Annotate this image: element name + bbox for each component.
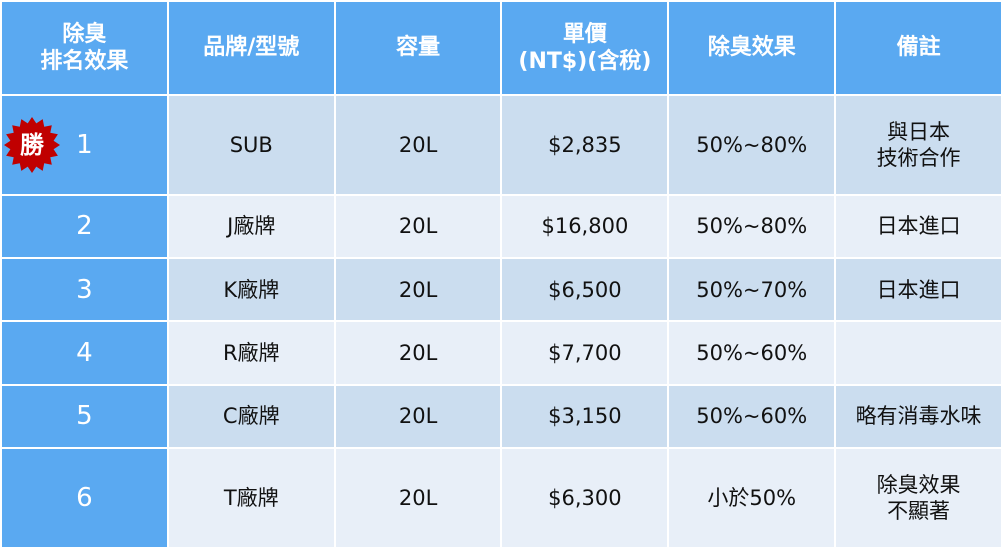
rank-number: 1 <box>76 129 93 160</box>
capacity-cell: 20L <box>333 94 503 196</box>
rank-number: 6 <box>76 482 93 513</box>
price-cell: $6,500 <box>500 257 670 323</box>
note-cell: 除臭效果 不顯著 <box>834 447 1003 549</box>
table-row: 勝 1 SUB 20L $2,835 50%~80% 與日本 技術合作 <box>0 94 1003 196</box>
effect-cell: 50%~80% <box>667 94 837 196</box>
brand-cell: R廠牌 <box>166 320 336 386</box>
header-brand: 品牌/型號 <box>166 0 336 96</box>
table-row: 5 C廠牌 20L $3,150 50%~60% 略有消毒水味 <box>0 383 1003 450</box>
price-cell: $16,800 <box>500 193 670 260</box>
note-cell <box>834 320 1003 386</box>
rank-number: 5 <box>76 401 93 432</box>
effect-cell: 50%~70% <box>667 257 837 323</box>
effect-cell: 小於50% <box>667 447 837 549</box>
capacity-cell: 20L <box>333 447 503 549</box>
effect-cell: 50%~80% <box>667 193 837 260</box>
effect-cell: 50%~60% <box>667 383 837 450</box>
header-row: 除臭 排名效果 品牌/型號 容量 單價 (NT$)(含稅) 除臭效果 備註 <box>0 0 1003 96</box>
table-row: 6 T廠牌 20L $6,300 小於50% 除臭效果 不顯著 <box>0 447 1003 549</box>
capacity-cell: 20L <box>333 257 503 323</box>
rank-cell: 5 <box>0 383 169 450</box>
note-cell: 略有消毒水味 <box>834 383 1003 450</box>
rank-number: 4 <box>76 337 93 368</box>
price-cell: $2,835 <box>500 94 670 196</box>
winner-badge-icon: 勝 <box>4 116 60 173</box>
rank-cell: 2 <box>0 193 169 260</box>
header-rank: 除臭 排名效果 <box>0 0 169 96</box>
header-price: 單價 (NT$)(含稅) <box>500 0 670 96</box>
rank-cell: 3 <box>0 257 169 323</box>
brand-cell: T廠牌 <box>166 447 336 549</box>
table-row: 2 J廠牌 20L $16,800 50%~80% 日本進口 <box>0 193 1003 260</box>
note-cell: 日本進口 <box>834 257 1003 323</box>
brand-cell: K廠牌 <box>166 257 336 323</box>
table-row: 3 K廠牌 20L $6,500 50%~70% 日本進口 <box>0 257 1003 323</box>
header-effect: 除臭效果 <box>667 0 837 96</box>
winner-badge-label: 勝 <box>20 130 44 159</box>
rank-number: 2 <box>76 211 93 242</box>
capacity-cell: 20L <box>333 383 503 450</box>
brand-cell: SUB <box>166 94 336 196</box>
rank-number: 3 <box>76 274 93 305</box>
brand-cell: C廠牌 <box>166 383 336 450</box>
price-cell: $7,700 <box>500 320 670 386</box>
rank-cell: 6 <box>0 447 169 549</box>
header-capacity: 容量 <box>333 0 503 96</box>
capacity-cell: 20L <box>333 320 503 386</box>
note-cell: 與日本 技術合作 <box>834 94 1003 196</box>
brand-cell: J廠牌 <box>166 193 336 260</box>
capacity-cell: 20L <box>333 193 503 260</box>
price-cell: $3,150 <box>500 383 670 450</box>
price-cell: $6,300 <box>500 447 670 549</box>
rank-cell: 4 <box>0 320 169 386</box>
effect-cell: 50%~60% <box>667 320 837 386</box>
table-row: 4 R廠牌 20L $7,700 50%~60% <box>0 320 1003 386</box>
note-cell: 日本進口 <box>834 193 1003 260</box>
header-note: 備註 <box>834 0 1003 96</box>
